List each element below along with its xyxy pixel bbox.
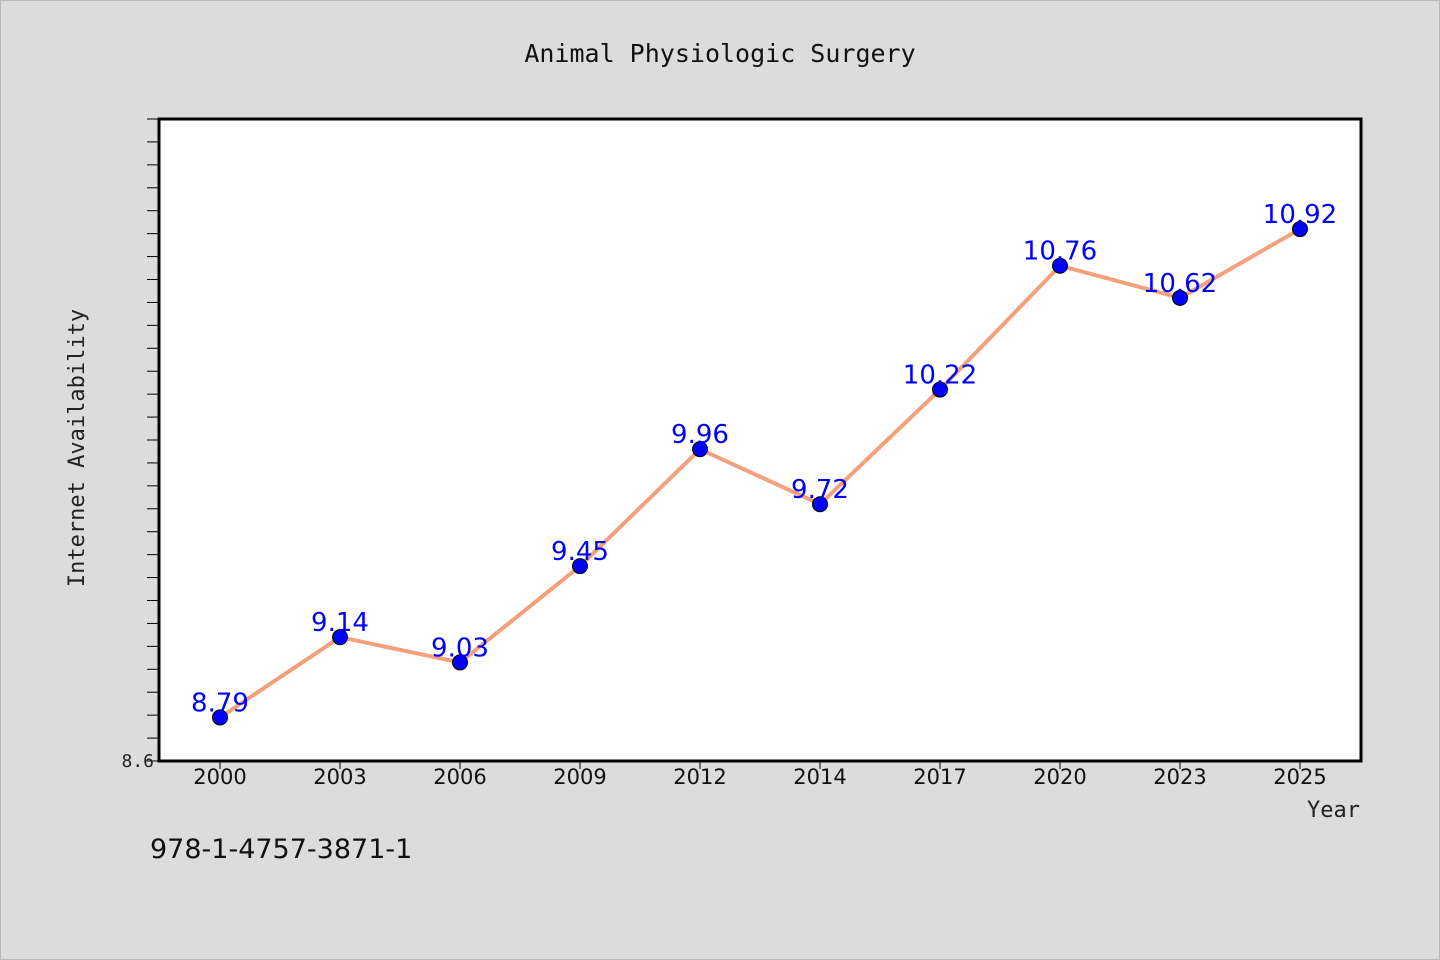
data-label: 10.76 xyxy=(1023,237,1097,267)
x-axis-tick-labels: 2000 2003 2006 2009 2012 2014 2017 2020 2023 2025 xyxy=(193,760,1327,789)
x-tick-label: 2012 xyxy=(673,765,726,789)
y-axis-label: Internet Availability xyxy=(65,309,90,587)
data-labels: 8.79 9.14 9.03 9.45 9.96 9.72 10.22 10.76 10.62 1… xyxy=(191,200,1337,718)
series-line xyxy=(218,227,1302,720)
x-tick-label: 2020 xyxy=(1033,765,1086,789)
data-label: 10.92 xyxy=(1263,200,1337,230)
data-label: 8.79 xyxy=(191,688,249,718)
x-tick-label: 2003 xyxy=(313,765,366,789)
data-point xyxy=(452,654,468,671)
data-point xyxy=(812,496,828,513)
data-label: 9.96 xyxy=(671,420,729,450)
data-point xyxy=(1172,289,1188,306)
data-point xyxy=(1292,221,1308,238)
data-label: 9.72 xyxy=(791,475,849,505)
data-label: 9.14 xyxy=(311,608,369,638)
data-point xyxy=(332,629,348,646)
data-point xyxy=(1052,257,1068,274)
x-tick-label: 2000 xyxy=(193,765,246,789)
y-axis-tick-labels: 8.6 xyxy=(121,751,154,772)
y-tick-label: 8.6 xyxy=(121,751,154,772)
x-tick-label: 2009 xyxy=(553,765,606,789)
x-tick-label: 2014 xyxy=(793,765,846,789)
plot-area xyxy=(157,117,1363,763)
x-tick-label: 2023 xyxy=(1153,765,1206,789)
y-axis-ticks xyxy=(147,118,159,762)
data-label: 9.45 xyxy=(551,537,609,567)
data-label: 9.03 xyxy=(431,633,489,663)
data-point xyxy=(572,558,588,575)
x-tick-label: 2006 xyxy=(433,765,486,789)
data-point xyxy=(692,441,708,458)
data-label: 10.62 xyxy=(1143,269,1217,299)
isbn-footnote: 978-1-4757-3871-1 xyxy=(150,834,413,865)
x-tick-label: 2017 xyxy=(913,765,966,789)
x-axis-label: Year xyxy=(1307,798,1360,823)
data-points xyxy=(212,221,1308,726)
x-tick-label: 2025 xyxy=(1273,765,1326,789)
data-point xyxy=(932,381,948,398)
data-label: 10.22 xyxy=(903,361,977,391)
chart-title: Animal Physiologic Surgery xyxy=(524,39,915,68)
data-point xyxy=(212,709,228,726)
